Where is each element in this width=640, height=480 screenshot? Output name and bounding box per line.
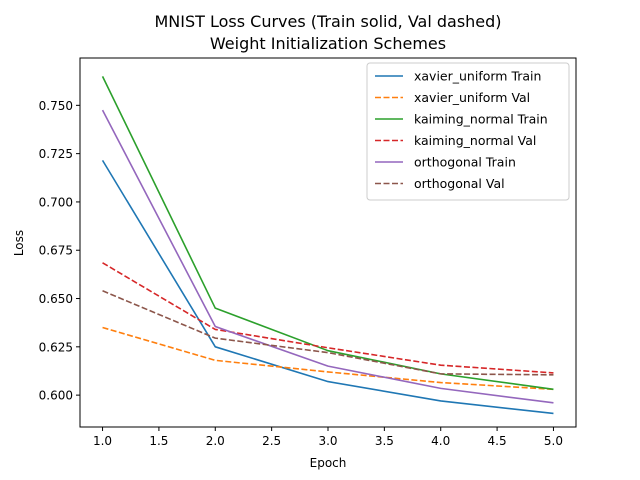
legend: xavier_uniform Train xavier_uniform Val ka… bbox=[366, 62, 570, 201]
x-tick-label: 3.5 bbox=[375, 434, 394, 448]
x-tick-label: 3.0 bbox=[318, 434, 337, 448]
series-line-orthogonal-val bbox=[102, 290, 554, 376]
series-line-kaiming-normal-train bbox=[101, 76, 554, 391]
series-line-kaiming-normal-val bbox=[102, 262, 554, 374]
legend-label: kaiming_normal Train bbox=[414, 112, 548, 127]
x-axis-label: Epoch bbox=[310, 456, 347, 470]
x-tick-label: 1.0 bbox=[93, 434, 112, 448]
chart-title-line-2: Weight Initialization Schemes bbox=[210, 34, 446, 53]
legend-label: xavier_uniform Train bbox=[414, 69, 541, 84]
y-tick-label: 0.625 bbox=[39, 340, 73, 354]
legend-label: orthogonal Train bbox=[414, 155, 516, 170]
y-tick-label: 0.750 bbox=[39, 99, 73, 113]
plot-frame bbox=[79, 57, 577, 428]
legend-label: kaiming_normal Val bbox=[414, 133, 536, 148]
x-tick-label: 2.5 bbox=[262, 434, 281, 448]
y-tick-label: 0.725 bbox=[39, 147, 73, 161]
chart-title-line-1: MNIST Loss Curves (Train solid, Val dash… bbox=[154, 12, 501, 31]
x-tick-label: 1.5 bbox=[149, 434, 168, 448]
series-line-xavier-uniform-val bbox=[102, 326, 554, 391]
y-tick-label: 0.675 bbox=[39, 244, 73, 258]
x-tick-label: 4.5 bbox=[488, 434, 507, 448]
series-layer bbox=[101, 76, 554, 415]
legend-box bbox=[366, 62, 570, 201]
x-tick-label: 2.0 bbox=[206, 434, 225, 448]
legend-label: xavier_uniform Val bbox=[414, 90, 530, 105]
y-axis-label: Loss bbox=[12, 230, 26, 256]
y-tick-label: 0.700 bbox=[39, 195, 73, 209]
x-tick-label: 5.0 bbox=[544, 434, 563, 448]
y-tick-label: 0.600 bbox=[39, 389, 73, 403]
series-line-xavier-uniform-train bbox=[101, 159, 554, 415]
y-tick-label: 0.650 bbox=[39, 292, 73, 306]
tick-layer: 1.0 1.5 2.0 2.5 3.0 3.5 4.0 4.5 5.0 0.600 0.625 0.6… bbox=[39, 99, 563, 448]
legend-label: orthogonal Val bbox=[414, 176, 505, 191]
series-line-orthogonal-train bbox=[101, 109, 554, 404]
x-tick-label: 4.0 bbox=[431, 434, 450, 448]
